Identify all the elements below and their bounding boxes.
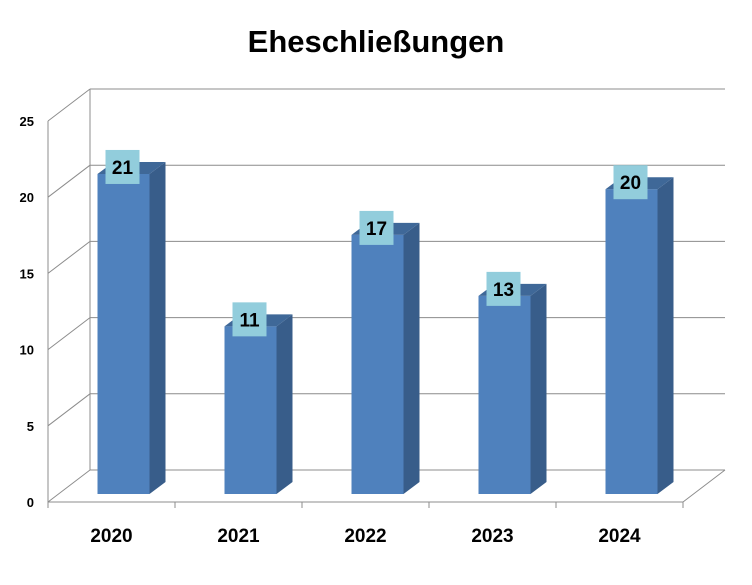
x-tick-label: 2022 [344, 526, 386, 547]
data-label-box [359, 210, 394, 245]
x-tick-label: 2024 [598, 526, 641, 547]
bar [605, 189, 658, 494]
data-label-box [232, 302, 267, 337]
y-tick-label: 15 [20, 266, 34, 281]
gridline-depth [47, 88, 91, 122]
bar-side [276, 314, 293, 494]
data-label: 11 [239, 310, 260, 331]
data-label: 17 [366, 219, 387, 240]
data-label-box [486, 271, 521, 306]
data-label: 13 [493, 280, 514, 301]
data-label-box [105, 149, 140, 184]
gridline-depth [47, 164, 91, 198]
y-tick-label: 5 [27, 419, 34, 434]
bar-side [403, 222, 420, 495]
chart-title: Eheschließungen [247, 24, 505, 59]
bar-side [149, 161, 166, 494]
bar [224, 326, 277, 494]
gridline-depth [47, 393, 91, 427]
bar-side [657, 177, 674, 494]
y-tick-label: 0 [27, 495, 34, 510]
x-tick-label: 2021 [217, 526, 260, 547]
bar-side [530, 283, 547, 494]
y-tick-label: 25 [20, 114, 34, 129]
gridline-depth [47, 469, 91, 503]
bar [351, 234, 404, 495]
data-label: 20 [620, 173, 641, 194]
x-tick-label: 2023 [471, 526, 513, 547]
x-tick-label: 2020 [90, 526, 132, 547]
y-tick-label: 20 [20, 190, 34, 205]
gridline-depth [47, 317, 91, 350]
bar [97, 173, 150, 494]
data-label: 21 [112, 158, 134, 179]
data-label-box [613, 165, 648, 200]
floor-right-edge [682, 469, 726, 503]
bar [478, 295, 531, 494]
y-tick-label: 10 [20, 343, 34, 358]
gridline-depth [47, 241, 91, 274]
